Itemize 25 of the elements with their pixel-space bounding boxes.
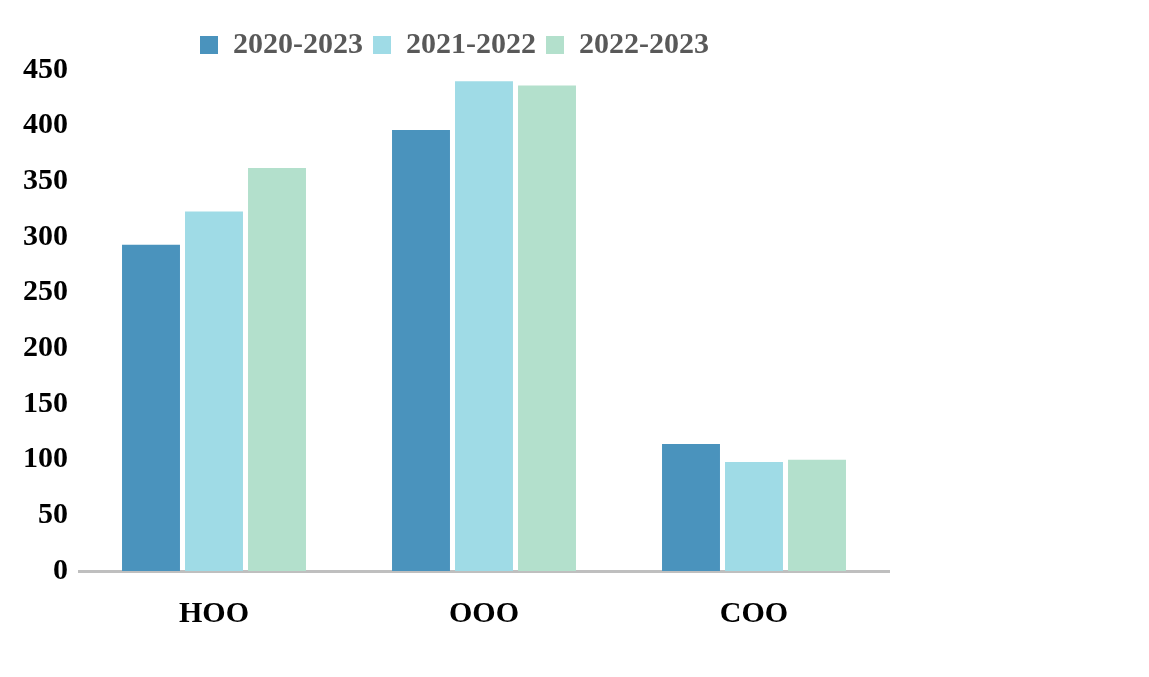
bar [725, 461, 783, 571]
bar [185, 211, 243, 571]
bar [788, 459, 846, 571]
bar [455, 81, 513, 571]
bar [122, 244, 180, 571]
bar [248, 167, 306, 571]
bar [662, 444, 720, 571]
y-tick-label: 0 [53, 551, 68, 585]
y-tick-label: 200 [23, 329, 68, 363]
y-tick-label: 250 [23, 273, 68, 307]
bar [392, 130, 450, 571]
x-tick-label: OOO [448, 594, 520, 628]
bar [518, 85, 576, 571]
y-tick-label: 100 [23, 440, 68, 474]
legend-label: 2020-2023 [233, 25, 364, 59]
y-tick-label: 400 [23, 106, 68, 140]
x-tick-label: HOO [178, 594, 250, 628]
y-tick-label: 350 [23, 162, 68, 196]
y-tick-label: 50 [38, 496, 68, 530]
y-tick-label: 150 [23, 384, 68, 418]
legend-label: 2021-2022 [406, 25, 536, 59]
x-tick-label: COO [719, 594, 789, 628]
y-tick-label: 300 [23, 217, 68, 251]
legend-label: 2022-2023 [579, 25, 709, 59]
y-tick-label: 450 [23, 50, 68, 84]
